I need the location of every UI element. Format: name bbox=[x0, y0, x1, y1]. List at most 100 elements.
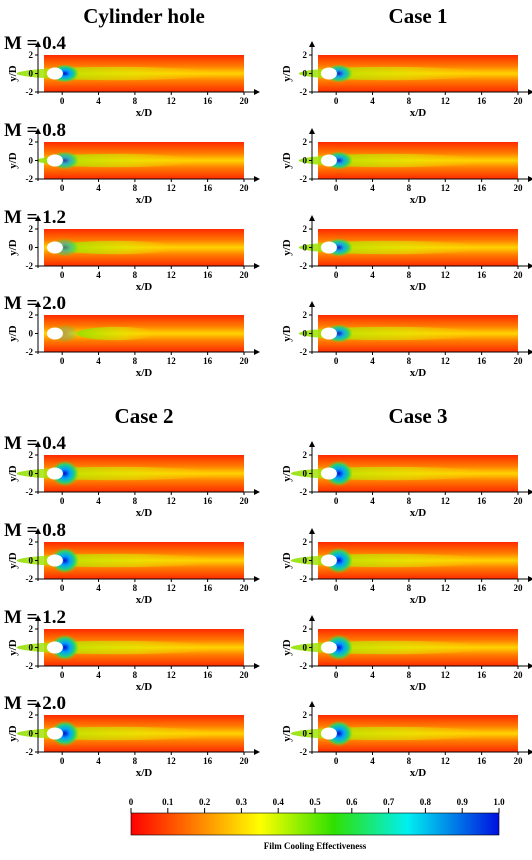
x-tick-label: 20 bbox=[240, 270, 250, 280]
x-tick-label: 0 bbox=[334, 96, 339, 106]
y-arrow bbox=[309, 615, 315, 621]
x-tick-label: 0 bbox=[334, 183, 339, 193]
row-label: M = 0.8 bbox=[4, 520, 66, 541]
contour-panel: 0 4 8 12 16 20 -2 0 2 x/D y/D bbox=[7, 215, 260, 293]
x-tick-label: 4 bbox=[370, 270, 375, 280]
x-axis-label: x/D bbox=[410, 367, 427, 379]
x-tick-label: 4 bbox=[96, 670, 101, 680]
coolant-trail bbox=[56, 240, 177, 255]
colorbar-tick-label: 0.7 bbox=[383, 797, 395, 807]
hole bbox=[320, 641, 337, 654]
row-label: M = 2.0 bbox=[4, 693, 66, 714]
coolant-core bbox=[324, 634, 353, 661]
x-tick-label: 16 bbox=[477, 583, 487, 593]
x-tick-label: 12 bbox=[167, 496, 177, 506]
x-tick-label: 20 bbox=[240, 356, 250, 366]
x-axis-label: x/D bbox=[136, 767, 153, 779]
colorbar-label: Film Cooling Effectiveness bbox=[264, 841, 367, 851]
x-arrow bbox=[528, 176, 532, 182]
colorbar-tick-label: 0.2 bbox=[199, 797, 211, 807]
row-label: M = 1.2 bbox=[4, 207, 66, 228]
x-tick-label: 4 bbox=[370, 670, 375, 680]
y-tick-label: -2 bbox=[300, 487, 308, 497]
x-tick-label: 16 bbox=[203, 496, 213, 506]
y-tick-label: 0 bbox=[303, 69, 308, 79]
y-tick-label: -2 bbox=[26, 487, 34, 497]
coolant-trail bbox=[290, 466, 491, 481]
y-axis-label: y/D bbox=[7, 639, 19, 656]
coolant-core bbox=[50, 460, 79, 487]
x-axis-label: x/D bbox=[136, 681, 153, 693]
coolant-trail bbox=[16, 66, 217, 81]
y-tick-label: 2 bbox=[29, 450, 34, 460]
x-arrow bbox=[528, 89, 532, 95]
x-tick-label: 4 bbox=[96, 270, 101, 280]
contour-panel: 0 4 8 12 16 20 -2 0 2 x/D y/D bbox=[7, 528, 260, 606]
coolant-core bbox=[50, 720, 79, 747]
hole bbox=[320, 154, 337, 167]
y-arrow bbox=[309, 301, 315, 307]
x-tick-label: 20 bbox=[240, 583, 250, 593]
x-axis-label: x/D bbox=[410, 107, 427, 119]
x-tick-label: 16 bbox=[203, 583, 213, 593]
x-tick-label: 20 bbox=[514, 670, 524, 680]
x-axis-label: x/D bbox=[410, 594, 427, 606]
y-arrow bbox=[35, 528, 41, 534]
x-tick-label: 4 bbox=[370, 756, 375, 766]
y-tick-label: 0 bbox=[303, 243, 308, 253]
x-tick-label: 8 bbox=[407, 496, 412, 506]
x-tick-label: 0 bbox=[60, 183, 65, 193]
x-tick-label: 20 bbox=[240, 496, 250, 506]
x-tick-label: 16 bbox=[203, 183, 213, 193]
y-tick-label: 0 bbox=[29, 69, 34, 79]
colorbar bbox=[130, 812, 500, 836]
contour-panel: 0 4 8 12 16 20 -2 0 2 x/D y/D bbox=[281, 215, 532, 293]
y-tick-label: 0 bbox=[303, 643, 308, 653]
x-axis-label: x/D bbox=[410, 681, 427, 693]
coolant-core bbox=[324, 547, 353, 574]
x-tick-label: 12 bbox=[441, 96, 451, 106]
y-tick-label: 2 bbox=[29, 224, 34, 234]
y-tick-label: -2 bbox=[300, 261, 308, 271]
contour-panel: 0 4 8 12 16 20 -2 0 2 x/D y/D bbox=[7, 301, 260, 379]
x-tick-label: 20 bbox=[240, 96, 250, 106]
x-tick-label: 16 bbox=[477, 756, 487, 766]
y-tick-label: 2 bbox=[303, 137, 308, 147]
y-arrow bbox=[309, 128, 315, 134]
x-tick-label: 20 bbox=[240, 756, 250, 766]
x-tick-label: 12 bbox=[167, 670, 177, 680]
hole bbox=[46, 554, 63, 567]
x-tick-label: 8 bbox=[407, 96, 412, 106]
y-arrow bbox=[309, 528, 315, 534]
y-axis-label: y/D bbox=[7, 465, 19, 482]
y-tick-label: -2 bbox=[300, 661, 308, 671]
x-tick-label: 16 bbox=[203, 756, 213, 766]
coolant-trail bbox=[76, 326, 157, 341]
x-tick-label: 8 bbox=[407, 356, 412, 366]
x-arrow bbox=[528, 749, 532, 755]
hole bbox=[320, 327, 337, 340]
y-tick-label: 2 bbox=[29, 624, 34, 634]
y-axis-label: y/D bbox=[281, 639, 293, 656]
hole bbox=[320, 241, 337, 254]
y-tick-label: 2 bbox=[303, 50, 308, 60]
hole bbox=[46, 241, 63, 254]
x-tick-label: 8 bbox=[133, 670, 138, 680]
x-arrow bbox=[528, 349, 532, 355]
hole bbox=[46, 67, 63, 80]
x-arrow bbox=[254, 663, 260, 669]
hole bbox=[46, 467, 63, 480]
x-tick-label: 16 bbox=[477, 670, 487, 680]
x-tick-label: 12 bbox=[167, 270, 177, 280]
row-label: M = 0.4 bbox=[4, 33, 67, 54]
x-tick-label: 20 bbox=[514, 96, 524, 106]
x-tick-label: 8 bbox=[407, 670, 412, 680]
x-tick-label: 4 bbox=[96, 356, 101, 366]
y-axis-label: y/D bbox=[7, 552, 19, 569]
x-tick-label: 4 bbox=[370, 96, 375, 106]
y-tick-label: 2 bbox=[303, 710, 308, 720]
x-tick-label: 8 bbox=[133, 583, 138, 593]
column-title: Case 3 bbox=[389, 404, 448, 428]
y-tick-label: 0 bbox=[29, 243, 34, 253]
y-axis-label: y/D bbox=[281, 239, 293, 256]
